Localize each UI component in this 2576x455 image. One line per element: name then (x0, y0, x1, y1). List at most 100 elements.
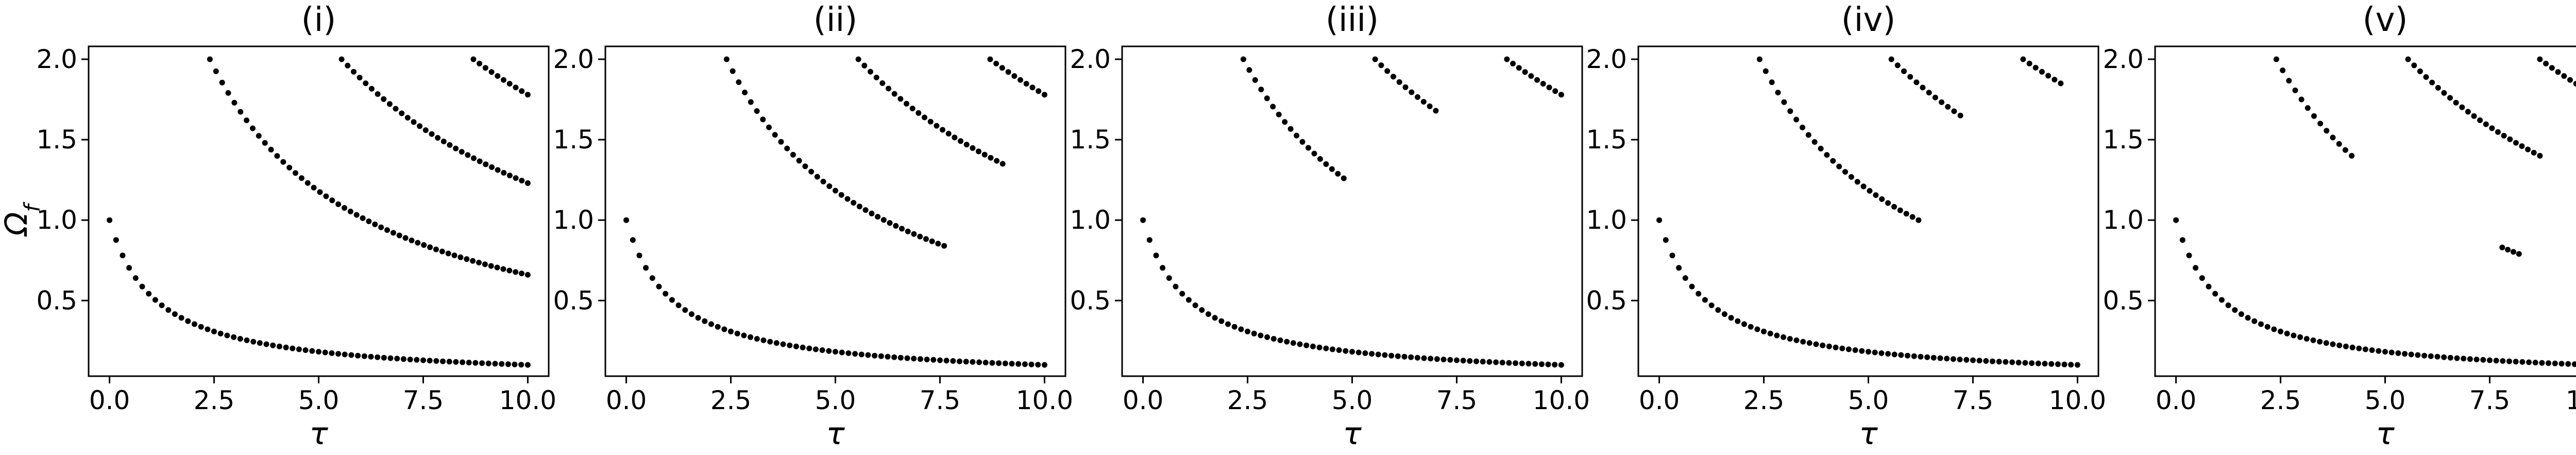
data-point (2212, 291, 2218, 297)
data-point (826, 348, 832, 354)
data-point (1238, 326, 1244, 332)
data-point (812, 346, 819, 352)
data-point (996, 360, 1002, 366)
data-point (2423, 74, 2429, 80)
data-point (1957, 357, 1963, 363)
data-point (897, 96, 904, 102)
data-point (1428, 356, 1434, 362)
data-point (899, 226, 905, 232)
data-point (304, 180, 311, 186)
data-point (1140, 217, 1146, 223)
data-point (1341, 175, 1347, 181)
data-point (1951, 108, 1957, 114)
data-point (1781, 334, 1787, 340)
data-point (387, 355, 394, 361)
series-branch-3 (2405, 56, 2543, 159)
series-branch-3 (1888, 56, 1963, 119)
data-point (470, 56, 477, 62)
data-point (1473, 358, 1479, 364)
data-point (1504, 56, 1510, 62)
x-axis-label: τ (1343, 416, 1362, 452)
data-point (999, 65, 1005, 71)
data-point (872, 352, 878, 359)
data-point (1898, 352, 1904, 358)
data-point (470, 258, 476, 264)
x-tick-label: 0.0 (1639, 385, 1680, 415)
x-tick-label: 0.0 (606, 385, 647, 415)
data-point (1894, 62, 1901, 69)
data-point (1185, 297, 1192, 303)
data-point (1245, 328, 1250, 334)
data-point (518, 362, 524, 368)
data-point (1859, 348, 1865, 354)
data-point (2429, 79, 2435, 86)
data-point (1284, 339, 1290, 345)
data-point (723, 56, 730, 62)
data-point (439, 248, 445, 255)
data-point (1454, 357, 1460, 363)
data-point (1391, 74, 1396, 80)
data-point (1996, 359, 2002, 365)
data-point (492, 361, 498, 367)
data-point (1878, 350, 1885, 356)
data-point (885, 353, 891, 360)
data-point (1415, 94, 1420, 100)
data-point (855, 56, 861, 62)
data-point (970, 359, 976, 365)
data-point (1540, 81, 1546, 87)
data-point (1888, 56, 1894, 62)
data-point (1369, 351, 1375, 357)
data-point (172, 311, 178, 317)
data-point (2330, 134, 2336, 141)
y-tick-label: 0.5 (36, 285, 77, 315)
data-point (766, 124, 772, 130)
data-point (1510, 60, 1516, 66)
data-point (2022, 360, 2028, 366)
data-point (856, 204, 862, 210)
series-branch-1 (2173, 217, 2576, 367)
data-point (501, 77, 506, 83)
data-point (1754, 326, 1760, 332)
data-point (2465, 109, 2471, 115)
data-point (1820, 342, 1826, 348)
x-tick-label: 5.0 (2365, 385, 2406, 415)
data-point (1349, 349, 1355, 355)
data-point (2441, 354, 2447, 360)
data-point (2238, 311, 2244, 317)
data-point (1028, 361, 1035, 367)
data-point (1467, 358, 1473, 364)
data-point (2555, 69, 2561, 75)
data-point (400, 356, 406, 362)
data-point (1806, 340, 1812, 346)
data-point (1264, 95, 1270, 102)
series-branch-1 (1656, 217, 2080, 368)
data-point (1793, 116, 1800, 123)
data-point (2186, 252, 2192, 259)
data-point (1290, 340, 1296, 346)
data-point (2516, 251, 2522, 257)
data-point (440, 139, 447, 144)
data-point (390, 230, 396, 236)
data-point (1774, 332, 1780, 339)
data-point (2225, 302, 2231, 308)
data-point (524, 92, 531, 98)
data-point (1408, 354, 1414, 360)
data-point (1848, 174, 1854, 180)
data-point (2453, 99, 2459, 106)
data-point (1382, 352, 1388, 358)
data-point (466, 360, 472, 366)
data-point (643, 265, 649, 271)
data-point (2048, 361, 2055, 367)
data-point (2525, 146, 2531, 153)
data-point (1761, 328, 1767, 334)
data-point (482, 261, 488, 267)
y-tick-label: 2.0 (36, 44, 77, 74)
data-point (1258, 87, 1264, 93)
data-point (224, 332, 230, 339)
data-point (231, 334, 237, 340)
series-branch-4 (470, 56, 531, 98)
data-point (372, 221, 378, 227)
data-point (875, 214, 881, 220)
data-point (923, 236, 929, 242)
data-point (2278, 328, 2283, 334)
